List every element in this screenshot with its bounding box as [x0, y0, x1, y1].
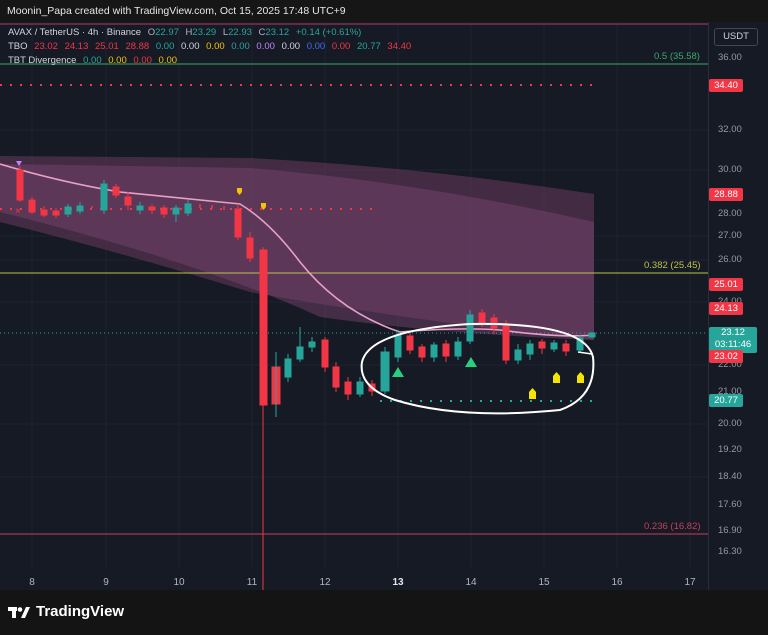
price-tick: 26.00	[718, 254, 742, 265]
tradingview-brand-text: TradingView	[36, 603, 125, 620]
price-badge-24-13: 24.13	[709, 302, 743, 315]
low-value: 22.93	[228, 27, 252, 38]
creator-credit: Moonin_Papa created with TradingView.com…	[7, 5, 346, 17]
tbo-value: 0.00	[331, 41, 351, 52]
tbo-value: 0.00	[206, 41, 225, 52]
x-signal-marker: ×	[15, 206, 21, 217]
tbo-value: 34.40	[387, 41, 412, 52]
chart-legend: AVAX / TetherUS · 4h · Binance O22.97 H2…	[8, 26, 415, 68]
time-axis-label: 16	[611, 577, 623, 588]
last-price-badge: 23.12 03:11:46	[709, 327, 757, 353]
price-tick: 21.00	[718, 386, 742, 397]
tbo-value: 25.01	[95, 41, 119, 52]
moving-average-line	[0, 163, 595, 337]
last-price-value: 23.12	[721, 327, 745, 338]
fib-0236-label: 0.236 (16.82)	[644, 521, 701, 532]
green-up-triangle-2	[465, 357, 477, 367]
chart-plot-area[interactable]: × 0.5 (35.58) 0.382 (25.45) 0.236 (16.82…	[0, 22, 708, 590]
time-axis-label: 13	[392, 577, 404, 588]
price-badge-28-88: 28.88	[709, 188, 743, 201]
yellow-up-marker-3	[577, 372, 584, 383]
high-value: 23.29	[192, 27, 217, 38]
chart-frame[interactable]: × 0.5 (35.58) 0.382 (25.45) 0.236 (16.82…	[0, 22, 768, 590]
yellow-signal-marker-2	[261, 203, 266, 210]
price-tick: 17.60	[718, 499, 742, 510]
price-chart-svg[interactable]: ×	[0, 22, 708, 590]
price-tick: 32.00	[718, 124, 742, 135]
time-axis-label: 11	[246, 577, 258, 588]
purple-signal-marker	[16, 161, 22, 166]
price-tick: 24.00	[718, 296, 742, 307]
high-label: H	[185, 27, 193, 38]
price-badge-34-40: 34.40	[709, 79, 743, 92]
yellow-up-marker-2	[553, 372, 560, 383]
time-axis-label: 15	[538, 577, 550, 588]
price-tick: 19.20	[718, 444, 742, 455]
price-tick: 28.00	[718, 208, 742, 219]
close-label: C	[258, 27, 266, 38]
price-badge-23-02: 23.02	[709, 350, 743, 363]
fib-05-label: 0.5 (35.58)	[654, 51, 700, 62]
close-value: 23.12	[265, 27, 290, 38]
legend-tbt-row[interactable]: TBT Divergence 0.00 0.00 0.00 0.00	[8, 54, 415, 68]
bar-countdown: 03:11:46	[714, 339, 752, 350]
price-tick: 18.40	[718, 471, 742, 482]
time-axis-label: 10	[173, 577, 185, 588]
price-badge-25-01: 25.01	[709, 278, 743, 291]
cloud-band-outer	[0, 156, 594, 340]
candlesticks	[16, 166, 596, 590]
tbo-value: 0.00	[281, 41, 301, 52]
tbo-value: 20.77	[356, 41, 381, 52]
tbt-value: 0.00	[158, 55, 178, 66]
fib-0382-label: 0.382 (25.45)	[644, 260, 701, 271]
tbt-value: 0.00	[83, 55, 102, 66]
tbt-value: 0.00	[108, 55, 127, 66]
tbo-value: 0.00	[256, 41, 275, 52]
annotation-stroke	[577, 351, 593, 355]
tbo-value: 28.88	[125, 41, 150, 52]
legend-tbo-row[interactable]: TBO 23.02 24.13 25.01 28.88 0.00 0.00 0.…	[8, 40, 415, 54]
tbo-value: 0.00	[181, 41, 200, 52]
currency-selector-button[interactable]: USDT	[714, 28, 758, 46]
tbo-value: 0.00	[306, 41, 326, 52]
tbo-indicator-title[interactable]: TBO	[8, 41, 28, 52]
open-label: O	[147, 27, 156, 38]
price-tick: 16.90	[718, 525, 742, 536]
footer-band	[0, 590, 768, 635]
time-axis-label: 8	[29, 577, 35, 588]
time-axis-label: 17	[684, 577, 696, 588]
time-axis-label: 14	[465, 577, 477, 588]
green-up-triangle-1	[392, 367, 404, 377]
price-tick: 22.00	[718, 359, 742, 370]
hand-drawn-ellipse-annotation	[360, 322, 595, 415]
price-tick: 36.00	[718, 52, 742, 63]
tbt-value: 0.00	[133, 55, 152, 66]
tbo-value: 24.13	[64, 41, 89, 52]
legend-ohlc-row[interactable]: AVAX / TetherUS · 4h · Binance O22.97 H2…	[8, 26, 415, 40]
tradingview-logo-icon	[8, 606, 30, 618]
yellow-up-marker-1	[529, 388, 536, 399]
tbo-value: 23.02	[34, 41, 58, 52]
tbo-value: 0.00	[155, 41, 175, 52]
yellow-signal-marker-1	[237, 188, 242, 195]
price-tick: 16.30	[718, 546, 742, 557]
open-value: 22.97	[155, 27, 179, 38]
symbol-title[interactable]: AVAX / TetherUS · 4h · Binance	[8, 27, 142, 38]
tbo-value: 0.00	[231, 41, 250, 52]
time-axis-label: 12	[319, 577, 331, 588]
tbt-indicator-title[interactable]: TBT Divergence	[8, 55, 77, 66]
export-header: Moonin_Papa created with TradingView.com…	[0, 0, 768, 22]
time-axis-label: 9	[103, 577, 109, 588]
price-tick: 27.00	[718, 230, 742, 241]
price-tick: 30.00	[718, 164, 742, 175]
price-badge-20-77: 20.77	[709, 394, 743, 407]
low-label: L	[222, 27, 229, 38]
change-value: +0.14 (+0.61%)	[295, 27, 362, 38]
price-tick: 20.00	[718, 418, 742, 429]
tradingview-logo[interactable]: TradingView	[8, 603, 124, 620]
